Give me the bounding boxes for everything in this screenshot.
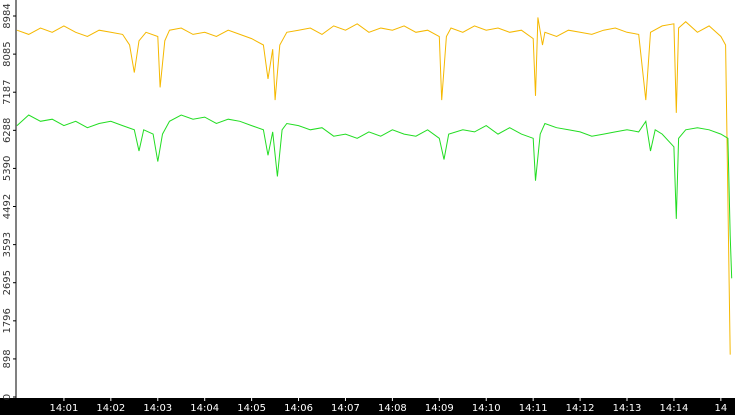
- y-tick-label: 8984: [2, 3, 13, 28]
- series-line: [16, 114, 733, 279]
- x-tick-label: 14: [714, 403, 727, 414]
- x-tick-label: 14:11: [519, 403, 548, 414]
- y-tick-label: 1796: [2, 308, 13, 333]
- x-tick-label: 14:08: [378, 403, 407, 414]
- y-tick-label: 5390: [2, 156, 13, 181]
- x-tick-label: 14:01: [50, 403, 79, 414]
- series-line: [16, 17, 731, 355]
- y-tick-label: 8085: [2, 41, 13, 66]
- x-tick-label: 14:02: [96, 403, 125, 414]
- y-tick-label: 6288: [2, 118, 13, 143]
- x-tick-label: 14:06: [284, 403, 313, 414]
- y-tick-label: 7187: [2, 79, 13, 104]
- x-tick-label: 14:03: [143, 403, 172, 414]
- x-tick-label: 14:04: [190, 403, 219, 414]
- x-tick-label: 14:07: [331, 403, 360, 414]
- x-tick-label: 14:13: [613, 403, 642, 414]
- y-tick-label: 2695: [2, 270, 13, 295]
- x-axis-bar: [0, 398, 735, 415]
- y-tick-label: 3593: [2, 232, 13, 257]
- y-tick-label: 4492: [2, 194, 13, 219]
- x-tick-label: 14:12: [566, 403, 595, 414]
- x-tick-label: 14:10: [472, 403, 501, 414]
- x-tick-label: 14:09: [425, 403, 454, 414]
- x-tick-label: 14:05: [237, 403, 266, 414]
- y-tick-label: 898: [2, 349, 13, 368]
- y-tick-label: 0: [2, 394, 13, 400]
- x-tick-label: 14:14: [660, 403, 689, 414]
